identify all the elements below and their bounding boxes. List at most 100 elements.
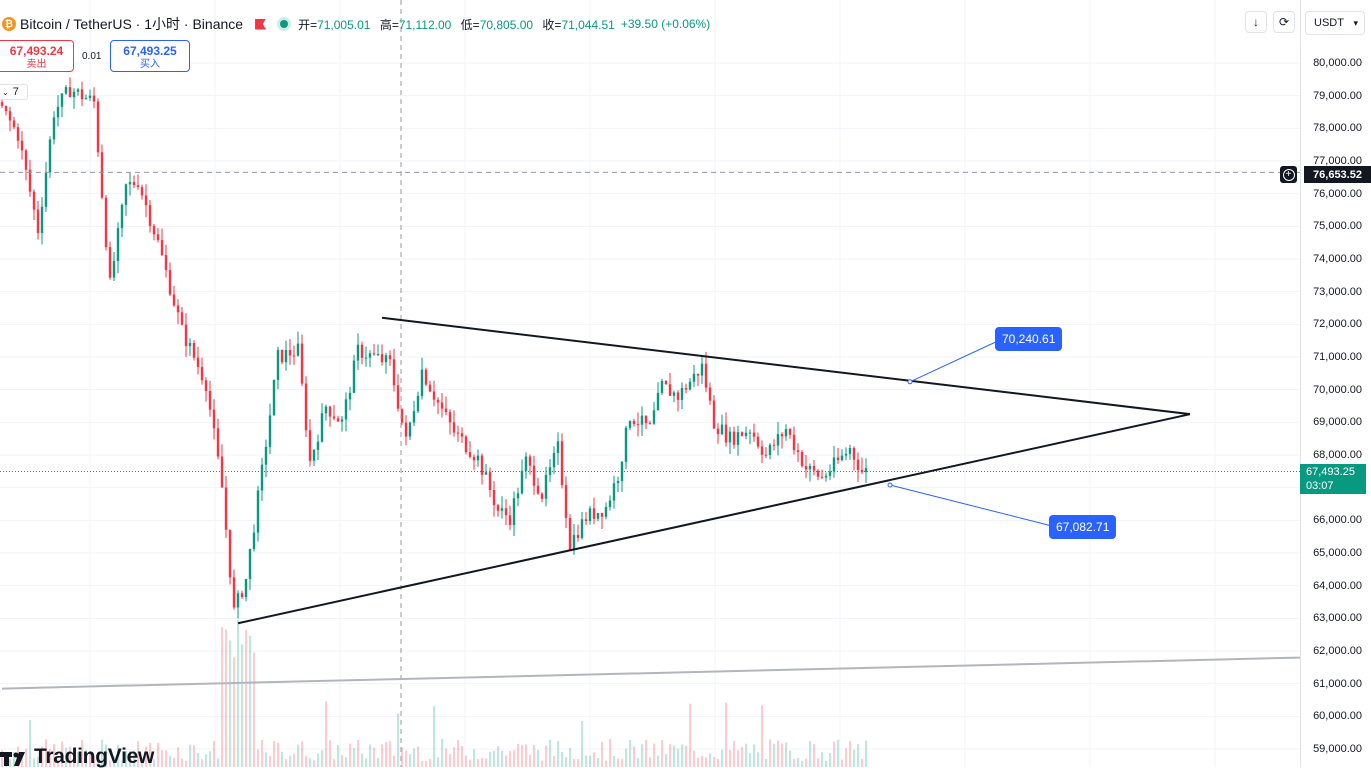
volume-bar xyxy=(697,757,700,767)
volume-bar xyxy=(601,741,604,767)
volume-bar xyxy=(509,750,512,767)
volume-bar xyxy=(173,757,176,767)
candle-body xyxy=(520,470,524,494)
volume-bar xyxy=(33,758,36,767)
candle-body xyxy=(64,87,68,94)
volume-bar xyxy=(605,760,608,767)
volume-bar xyxy=(277,742,280,767)
price-axis[interactable]: 80,000.00 79,000.00 78,000.00 77,000.00 76,0… xyxy=(1300,0,1371,767)
volume-bar xyxy=(517,743,520,767)
candle-body xyxy=(780,434,784,437)
volume-bar xyxy=(169,755,172,767)
add-alert-button[interactable]: + xyxy=(1280,166,1297,183)
fullscreen-button[interactable]: ⟳ xyxy=(1273,11,1295,33)
candle-body xyxy=(692,373,696,382)
upper-callout-connector xyxy=(909,339,1001,383)
lower-trendline-price-label[interactable]: 67,082.71 xyxy=(1049,515,1117,539)
candle-body xyxy=(508,515,512,525)
volume-bar xyxy=(165,750,168,767)
buy-button[interactable]: 67,493.25 买入 xyxy=(110,40,190,72)
volume-bar xyxy=(573,758,576,767)
candle-body xyxy=(0,102,4,106)
candle-body xyxy=(484,472,488,475)
candle-body xyxy=(120,204,124,229)
candle-body xyxy=(240,593,244,598)
download-button[interactable]: ↓ xyxy=(1245,11,1267,33)
candle-body xyxy=(328,406,332,417)
candle-body xyxy=(708,387,712,401)
candle-body xyxy=(244,578,248,598)
bitcoin-logo-icon: ₿ xyxy=(2,17,16,31)
volume-bar xyxy=(685,745,688,767)
volume-bar xyxy=(57,759,60,767)
candle-body xyxy=(716,428,720,435)
candle-body xyxy=(28,169,32,192)
sell-button[interactable]: 67,493.24 卖出 xyxy=(0,40,74,72)
volume-bar xyxy=(201,759,204,767)
candle-body xyxy=(752,432,756,437)
candle-body xyxy=(84,98,88,100)
volume-bar xyxy=(673,745,676,767)
candle-body xyxy=(296,343,300,356)
candle-body xyxy=(212,409,216,429)
volume-bar xyxy=(157,742,160,767)
candle-body xyxy=(376,354,380,356)
volume-bar xyxy=(761,705,764,767)
volume-bar xyxy=(469,759,472,767)
volume-bar xyxy=(97,755,100,767)
volume-bar xyxy=(821,752,824,767)
y-axis-tick-label: 75,000.00 xyxy=(1313,220,1362,233)
upper-trendline-price-label[interactable]: 70,240.61 xyxy=(995,327,1063,351)
volume-bar xyxy=(861,758,864,767)
volume-bar xyxy=(225,629,228,767)
symbol-title[interactable]: Bitcoin / TetherUS · 1小时 · Binance xyxy=(20,16,244,32)
volume-bar xyxy=(641,744,644,767)
volume-bar xyxy=(417,746,420,767)
volume-bar xyxy=(677,748,680,767)
lower-trendline[interactable] xyxy=(237,413,1191,625)
volume-bar xyxy=(237,619,240,767)
volume-bar xyxy=(625,748,628,767)
volume-bar xyxy=(525,744,528,767)
volume-bar xyxy=(397,713,400,767)
flag-icon[interactable] xyxy=(255,18,267,30)
volume-bar xyxy=(61,741,64,767)
volume-bar xyxy=(857,744,860,767)
volume-bar xyxy=(561,751,564,767)
y-axis-tick-label: 65,000.00 xyxy=(1313,547,1362,559)
symbol-header[interactable]: ₿ Bitcoin / TetherUS · 1小时 · Binance 开=7… xyxy=(0,10,710,38)
currency-select[interactable]: USDT ▾ xyxy=(1305,11,1365,35)
candle-body xyxy=(268,415,272,447)
volume-bar xyxy=(313,760,316,767)
volume-bar xyxy=(629,740,632,767)
volume-bar xyxy=(189,744,192,767)
indicators-toggle[interactable]: ⌄ 7 xyxy=(0,84,28,100)
volume-bar xyxy=(153,759,156,767)
candle-body xyxy=(788,429,792,435)
candle-body xyxy=(116,228,120,262)
candle-body xyxy=(432,391,436,400)
candle-body xyxy=(40,206,44,233)
tradingview-logo-icon xyxy=(0,749,30,766)
candle-body xyxy=(196,357,200,367)
candle-body xyxy=(772,444,776,446)
volume-bar xyxy=(121,760,124,767)
tradingview-logo[interactable]: TradingView xyxy=(0,745,154,768)
candle-body xyxy=(800,452,804,467)
support-trendline[interactable] xyxy=(1,656,1300,690)
crosshair-price-label: 76,653.52 xyxy=(1304,166,1371,183)
candle-body xyxy=(8,111,12,121)
candle-body xyxy=(416,395,420,412)
volume-bar xyxy=(385,741,388,767)
candle-body xyxy=(700,363,704,376)
upper-callout-anchor[interactable] xyxy=(907,379,913,385)
lower-callout-anchor[interactable] xyxy=(887,482,893,488)
volume-bar xyxy=(209,751,212,767)
price-chart-plot[interactable] xyxy=(0,0,1300,767)
volume-bar xyxy=(645,739,648,767)
volume-bar xyxy=(693,750,696,767)
upper-trendline[interactable] xyxy=(381,316,1191,416)
candle-body xyxy=(852,447,856,460)
spread-value: 0.01 xyxy=(82,51,102,62)
y-axis-tick-label: 77,000.00 xyxy=(1313,155,1362,167)
